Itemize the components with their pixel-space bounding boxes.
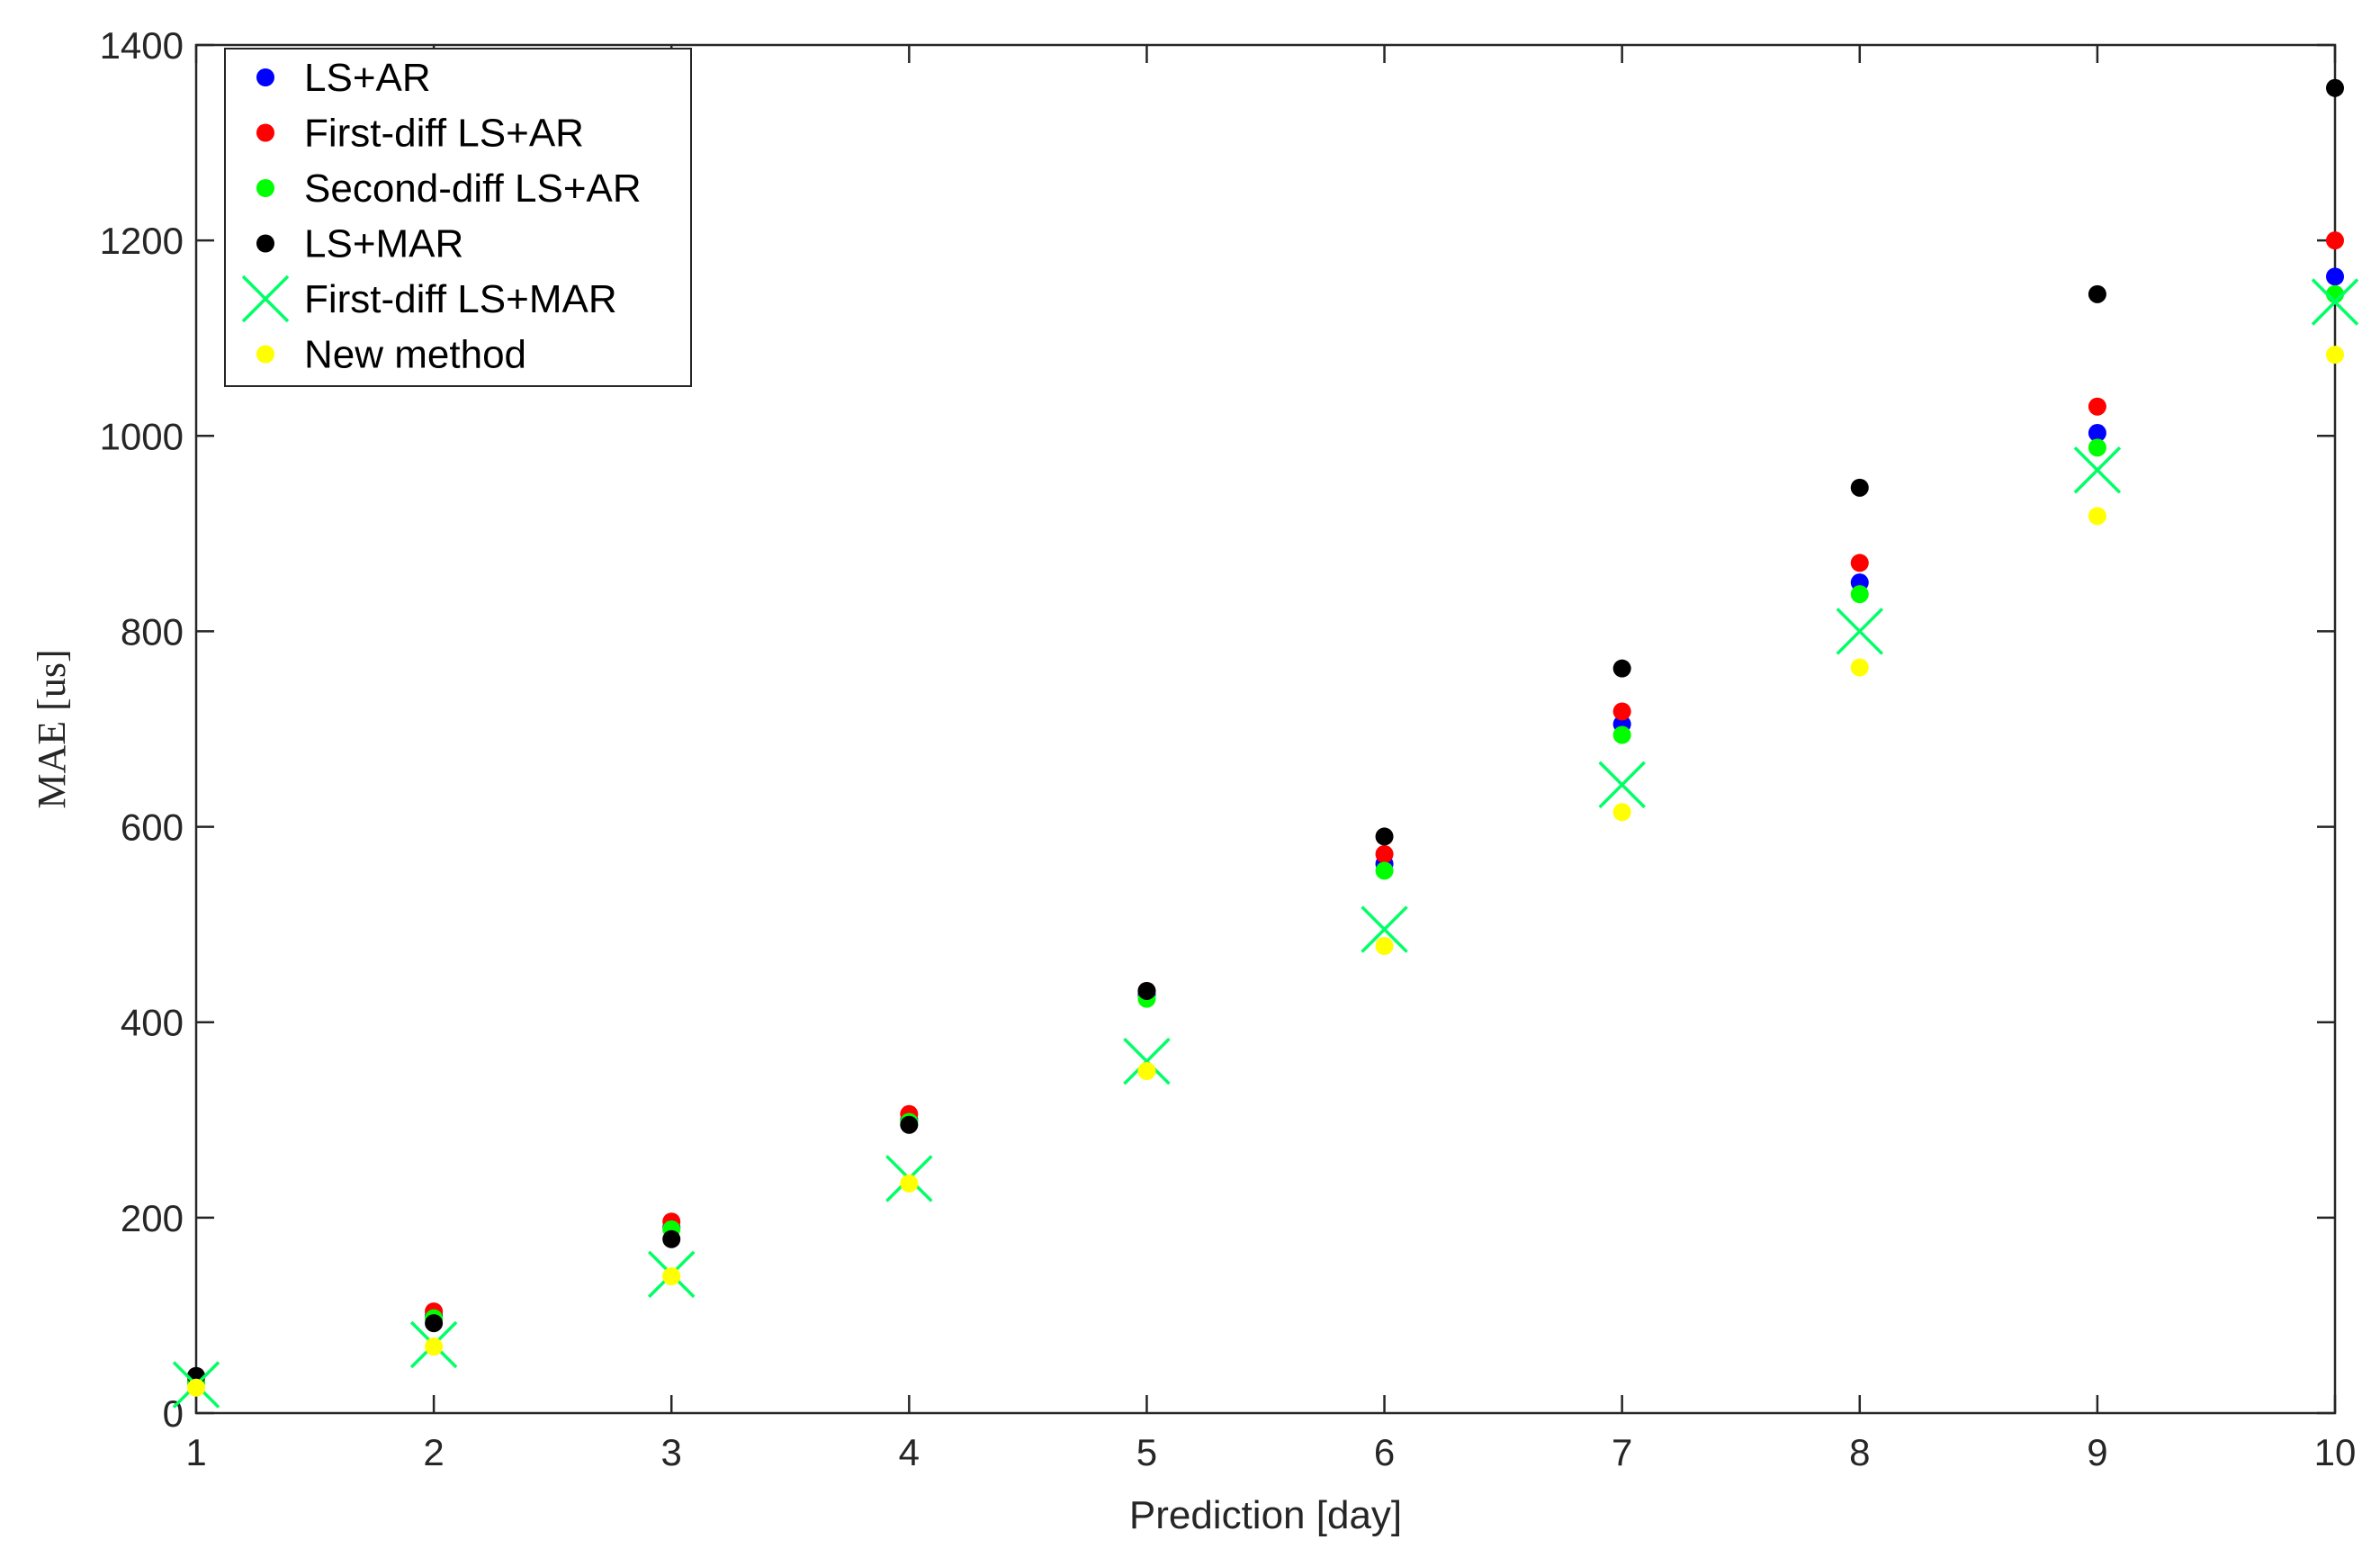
series-new-method <box>187 346 2344 1397</box>
y-tick-label: 600 <box>121 806 184 849</box>
data-point-new-method <box>187 1378 205 1397</box>
legend-marker-new-method <box>256 345 274 364</box>
legend-marker-first-diff-ls-mar <box>241 275 290 323</box>
data-point-ls-mar <box>1612 659 1631 678</box>
y-tick-label: 1200 <box>100 220 184 262</box>
x-tick-label: 4 <box>899 1431 920 1473</box>
y-tick-label: 400 <box>121 1002 184 1044</box>
legend: LS+AR First-diff LS+AR Second-diff LS+AR LS… <box>224 48 692 387</box>
data-point-new-method <box>1137 1062 1156 1080</box>
x-tick-label: 10 <box>2314 1431 2357 1473</box>
data-point-ls-mar <box>1375 827 1394 846</box>
data-point-first-diff-ls-ar <box>1850 554 1869 572</box>
x-tick-label: 3 <box>661 1431 682 1473</box>
legend-marker-ls-mar <box>256 234 274 253</box>
x-tick-label: 5 <box>1136 1431 1157 1473</box>
x-tick-label: 6 <box>1374 1431 1395 1473</box>
legend-label-first-diff-ls-mar: First-diff LS+MAR <box>304 277 617 321</box>
data-point-first-diff-ls-ar <box>2088 397 2106 416</box>
data-point-new-method <box>2326 346 2344 365</box>
data-point-new-method <box>1612 803 1631 822</box>
data-point-first-diff-ls-mar <box>1361 905 1408 953</box>
data-point-ls-ar <box>2088 424 2106 443</box>
data-point-first-diff-ls-ar <box>1375 844 1394 863</box>
legend-label-ls-ar: LS+AR <box>304 56 431 100</box>
x-axis-title: Prediction [day] <box>1129 1493 1402 1537</box>
data-point-new-method <box>425 1337 444 1356</box>
legend-label-ls-mar: LS+MAR <box>304 222 463 266</box>
x-tick-label: 1 <box>185 1431 206 1473</box>
data-point-first-diff-ls-mar <box>2073 446 2122 494</box>
y-tick-label: 800 <box>121 610 184 653</box>
legend-marker-first-diff-ls-ar <box>256 123 274 142</box>
y-tick-label: 200 <box>121 1197 184 1239</box>
data-point-ls-ar <box>2326 267 2344 286</box>
data-point-second-diff-ls-ar <box>1612 725 1631 744</box>
data-point-ls-mar <box>1137 981 1156 1000</box>
data-point-new-method <box>1375 937 1394 956</box>
x-tick-label: 2 <box>423 1431 444 1473</box>
data-point-ls-mar <box>2088 284 2106 303</box>
data-point-new-method <box>1850 658 1869 677</box>
data-point-second-diff-ls-ar <box>1375 861 1394 880</box>
data-point-first-diff-ls-ar <box>1612 702 1631 721</box>
legend-label-first-diff-ls-ar: First-diff LS+AR <box>304 112 584 156</box>
data-point-new-method <box>2088 507 2106 526</box>
data-point-second-diff-ls-ar <box>1850 585 1869 604</box>
legend-marker-ls-ar <box>256 68 274 86</box>
data-point-ls-mar <box>662 1229 681 1248</box>
legend-box <box>224 48 692 387</box>
plot-frame <box>194 43 2337 1415</box>
data-point-first-diff-ls-mar <box>1123 1037 1171 1085</box>
x-tick-label: 8 <box>1849 1431 1870 1473</box>
y-axis-title: MAE [us] <box>30 649 74 808</box>
data-point-second-diff-ls-ar <box>2088 438 2106 457</box>
data-point-ls-mar <box>425 1314 444 1333</box>
legend-label-second-diff-ls-ar: Second-diff LS+AR <box>304 167 642 211</box>
data-point-ls-mar <box>1850 478 1869 497</box>
data-point-first-diff-ls-ar <box>2326 231 2344 250</box>
data-point-first-diff-ls-mar <box>2311 278 2359 326</box>
data-point-first-diff-ls-mar <box>1836 608 1884 655</box>
y-tick-label: 1400 <box>100 24 184 67</box>
y-tick-label: 1000 <box>100 415 184 457</box>
legend-marker-second-diff-ls-ar <box>256 179 274 197</box>
data-point-new-method <box>662 1267 681 1285</box>
legend-label-new-method: New method <box>304 333 526 377</box>
data-point-new-method <box>900 1174 919 1193</box>
data-point-ls-mar <box>2326 78 2344 97</box>
data-point-first-diff-ls-mar <box>1598 761 1646 809</box>
x-tick-label: 7 <box>1612 1431 1632 1473</box>
x-tick-label: 9 <box>2087 1431 2107 1473</box>
plot-area-points <box>172 78 2359 1409</box>
data-point-ls-mar <box>900 1115 919 1134</box>
